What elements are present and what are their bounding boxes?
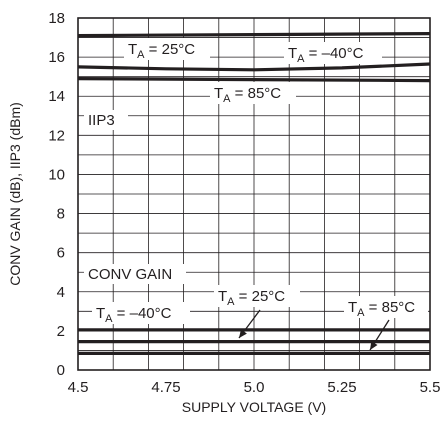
temp-label-gain-85c: TA = 85°C <box>348 299 415 319</box>
x-tick-label: 5.5 <box>420 379 441 396</box>
annotations: TA = 25°C TA = –40°C TA = 85°C IIP3 CONV GAI… <box>84 38 428 351</box>
arrow-gain-85c-head <box>370 341 378 350</box>
label-background <box>210 82 296 104</box>
conv-gain-label: CONV GAIN <box>88 266 172 283</box>
iip3-line-85 <box>77 77 431 83</box>
y-tick-label: 10 <box>48 166 65 183</box>
y-tick-label: 14 <box>48 88 65 105</box>
iip3-line-25 <box>77 32 431 38</box>
x-axis-label: SUPPLY VOLTAGE (V) <box>182 399 326 415</box>
label-background <box>284 42 382 64</box>
iip3-line-m40 <box>77 62 431 72</box>
temp-label-gain-m40c: TA = –40°C <box>96 305 172 325</box>
y-tick-labels: 0 2 4 6 8 10 12 14 16 18 <box>48 10 65 379</box>
label-background <box>92 302 190 324</box>
temp-label-iip3-85c: TA = 85°C <box>214 85 281 105</box>
y-tick-label: 4 <box>57 284 65 301</box>
temp-label-iip3-m40c: TA = –40°C <box>288 45 364 65</box>
y-tick-label: 18 <box>48 10 65 27</box>
y-tick-label: 12 <box>48 127 65 144</box>
y-tick-label: 6 <box>57 245 65 262</box>
temp-label-iip3-25c: TA = 25°C <box>128 41 195 61</box>
x-tick-label: 4.5 <box>68 379 89 396</box>
label-background <box>214 285 300 307</box>
iip3-label: IIP3 <box>88 112 115 129</box>
y-axis-label: CONV GAIN (dB), IIP3 (dBm) <box>7 102 23 286</box>
x-tick-label: 5.25 <box>327 379 356 396</box>
label-background <box>124 38 210 60</box>
y-tick-label: 8 <box>57 206 65 223</box>
x-tick-labels: 4.5 4.75 5.0 5.25 5.5 <box>68 379 441 396</box>
y-tick-label: 16 <box>48 49 65 66</box>
y-tick-label: 2 <box>57 323 65 340</box>
x-tick-label: 5.0 <box>244 379 265 396</box>
arrow-gain-25c-head <box>239 329 247 338</box>
label-background <box>344 296 428 318</box>
x-tick-label: 4.75 <box>151 379 180 396</box>
plot-frame <box>77 17 431 371</box>
label-background <box>84 264 186 284</box>
temp-label-gain-25c: TA = 25°C <box>218 288 285 308</box>
y-tick-label: 0 <box>57 362 65 379</box>
label-background <box>84 110 128 130</box>
